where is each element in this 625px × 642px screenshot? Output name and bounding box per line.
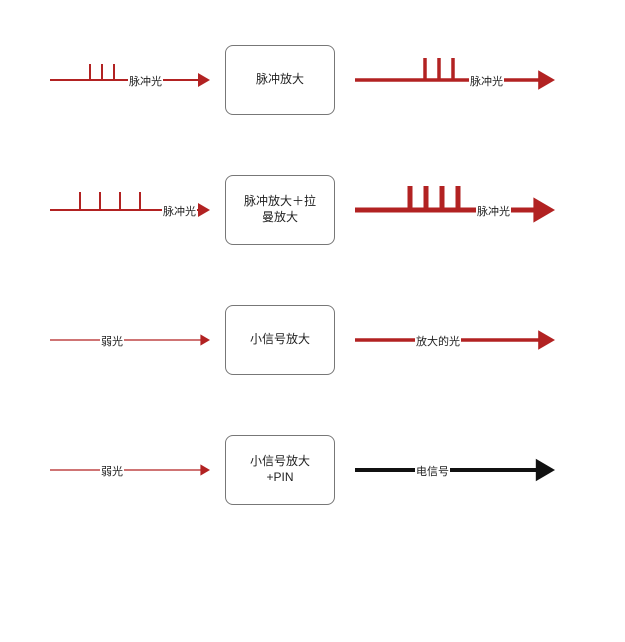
output-arrow-label: 脉冲光 bbox=[469, 73, 504, 89]
arrow-svg bbox=[50, 160, 240, 240]
arrow-svg bbox=[50, 30, 240, 110]
arrow-svg bbox=[355, 160, 585, 240]
input-arrow-label: 脉冲光 bbox=[162, 203, 197, 219]
output-arrow-label: 放大的光 bbox=[415, 333, 461, 349]
arrow-svg bbox=[355, 30, 585, 110]
arrow-svg bbox=[50, 420, 240, 500]
process-box-label: 小信号放大 bbox=[250, 332, 310, 348]
process-box-label: 脉冲放大 bbox=[256, 72, 304, 88]
process-box: 脉冲放大＋拉 曼放大 bbox=[225, 175, 335, 245]
diagram-row: 弱光 小信号放大 +PIN 电信号 bbox=[0, 420, 625, 540]
diagram-row: 脉冲光 脉冲放大 脉冲光 bbox=[0, 30, 625, 150]
signal-amplification-diagram: 脉冲光脉冲放大 脉冲光 脉冲光脉冲放大＋拉 曼放大 脉冲光 弱光小信号放大 放大… bbox=[0, 0, 625, 642]
process-box: 小信号放大 bbox=[225, 305, 335, 375]
arrow-svg bbox=[355, 290, 585, 370]
arrow-svg bbox=[355, 420, 585, 500]
output-arrow-label: 脉冲光 bbox=[476, 203, 511, 219]
diagram-row: 弱光 小信号放大 放大的光 bbox=[0, 290, 625, 410]
input-arrow-label: 弱光 bbox=[100, 333, 124, 349]
arrow-svg bbox=[50, 290, 240, 370]
diagram-row: 脉冲光 脉冲放大＋拉 曼放大 脉冲光 bbox=[0, 160, 625, 280]
output-arrow-label: 电信号 bbox=[415, 463, 450, 479]
process-box-label: 小信号放大 +PIN bbox=[250, 454, 310, 485]
input-arrow-label: 脉冲光 bbox=[128, 73, 163, 89]
process-box: 脉冲放大 bbox=[225, 45, 335, 115]
process-box-label: 脉冲放大＋拉 曼放大 bbox=[244, 194, 316, 225]
process-box: 小信号放大 +PIN bbox=[225, 435, 335, 505]
input-arrow-label: 弱光 bbox=[100, 463, 124, 479]
